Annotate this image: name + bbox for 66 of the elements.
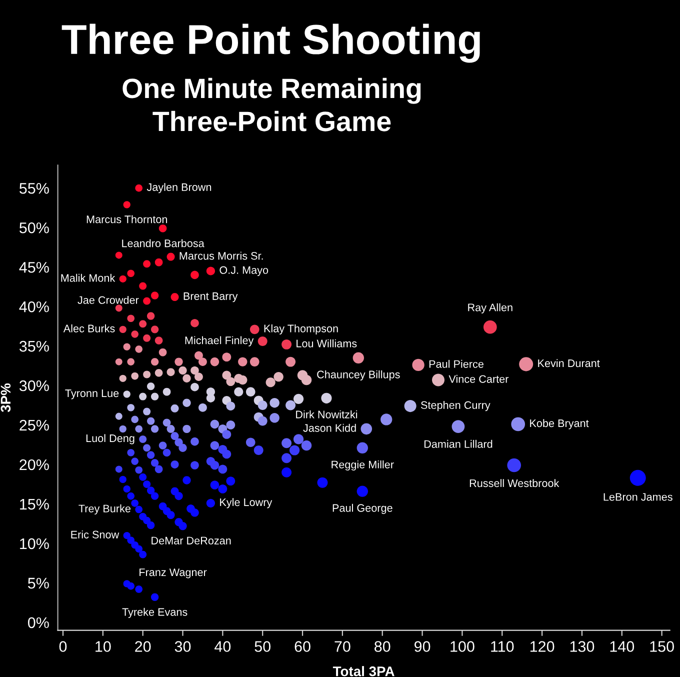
x-tick-label: 100 xyxy=(450,641,474,652)
y-tick-label: 25% xyxy=(20,420,49,431)
y-tick-label: 55% xyxy=(20,183,49,194)
annotation: Paul Pierce xyxy=(429,360,484,368)
y-tick-label: 15% xyxy=(20,498,49,510)
x-tick-label: 30 xyxy=(174,641,191,652)
annotation: Marcus Thornton xyxy=(86,215,168,224)
x-tick-label: 70 xyxy=(334,641,350,652)
annotation: Ray Allen xyxy=(468,303,512,314)
annotation: Brent Barry xyxy=(184,292,238,302)
annotation: Klay Thompson xyxy=(264,324,338,334)
y-tick-label: 45% xyxy=(19,262,49,273)
annotation: Kyle Lowry xyxy=(220,498,272,508)
chart-title: Three Point Shooting xyxy=(62,24,480,63)
x-axis-title: Total 3PA xyxy=(332,666,394,676)
annotation: Reggie Miller xyxy=(332,460,394,471)
annotation: Trey Burke xyxy=(78,504,130,515)
y-tick-label: 35% xyxy=(19,340,49,352)
y-axis-title: 3P% xyxy=(0,383,11,412)
chart-subtitle: One Minute Remaining Three-Point Game xyxy=(122,78,421,132)
annotation: Russell Westbrook xyxy=(470,479,560,488)
annotation: Paul George xyxy=(332,504,392,514)
annotation: Alec Burks xyxy=(63,324,115,332)
annotation: O.J. Mayo xyxy=(220,266,268,276)
annotation: Eric Snow xyxy=(71,530,120,538)
annotation: Damian Lillard xyxy=(424,440,492,448)
y-tick-label: 50% xyxy=(20,222,49,234)
y-tick-label: 40% xyxy=(19,301,49,312)
annotation: Franz Wagner xyxy=(140,568,207,578)
y-tick-label: 0% xyxy=(28,617,49,628)
x-tick-label: 130 xyxy=(570,641,594,652)
y-tick-label: 5% xyxy=(28,578,49,589)
annotation: Jae Crowder xyxy=(78,296,139,304)
annotation: LeBron James xyxy=(604,493,672,501)
y-tick-label: 10% xyxy=(20,538,49,550)
annotation: Jaylen Brown xyxy=(146,183,212,194)
annotation: Michael Finley xyxy=(185,336,254,346)
annotation: Dirk Nowitzki xyxy=(296,410,358,418)
annotation: Tyreke Evans xyxy=(122,608,188,618)
x-tick-label: 40 xyxy=(214,641,231,652)
annotation: Kobe Bryant xyxy=(530,419,589,430)
x-tick-label: 150 xyxy=(650,641,674,652)
annotation: DeMar DeRozan xyxy=(152,536,231,544)
x-tick-label: 20 xyxy=(135,641,151,652)
annotation: Lou Williams xyxy=(296,339,357,348)
x-tick-label: 140 xyxy=(610,641,634,652)
x-tick-label: 60 xyxy=(294,641,310,652)
annotation: Kevin Durant xyxy=(538,359,600,368)
x-tick-label: 50 xyxy=(254,641,270,652)
annotation: Stephen Curry xyxy=(420,400,490,412)
x-tick-label: 110 xyxy=(491,641,514,652)
annotation: Chauncey Billups xyxy=(317,370,400,380)
annotation: Marcus Morris Sr. xyxy=(180,252,263,260)
y-tick-label: 30% xyxy=(19,380,49,392)
x-tick-label: 90 xyxy=(414,641,430,652)
annotation: Tyronn Lue xyxy=(65,390,119,400)
annotation: Malik Monk xyxy=(61,274,116,282)
annotation: Leandro Barbosa xyxy=(122,239,204,248)
x-tick-label: 120 xyxy=(530,641,554,652)
x-tick-label: 0 xyxy=(59,641,67,652)
x-tick-label: 80 xyxy=(374,641,390,652)
annotation: Vince Carter xyxy=(448,374,509,383)
y-tick-label: 20% xyxy=(20,459,49,470)
annotation: Jason Kidd xyxy=(303,424,356,432)
annotation: Luol Deng xyxy=(86,434,134,444)
x-tick-label: 10 xyxy=(96,641,111,652)
